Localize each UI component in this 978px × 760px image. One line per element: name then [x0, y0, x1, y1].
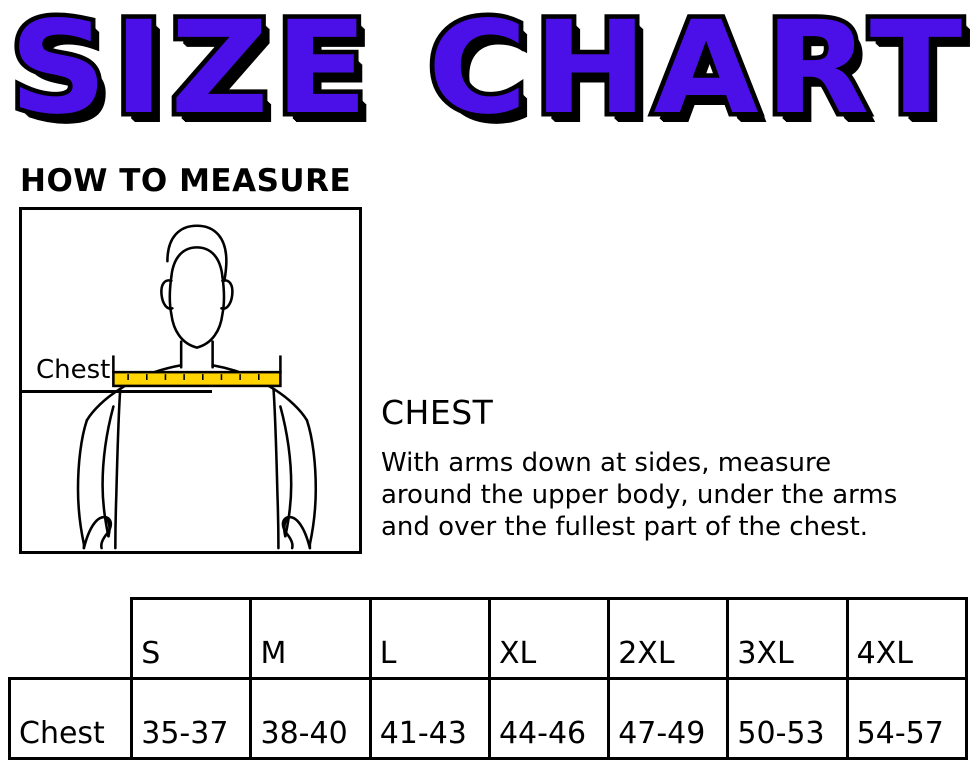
table-header-l: L: [368, 597, 491, 680]
table-corner-blank: [10, 599, 132, 679]
chest-description-line: and over the fullest part of the chest.: [381, 512, 869, 542]
page-title: SIZE CHART: [5, 0, 969, 148]
table-header-s: S: [130, 597, 253, 680]
table-row-label-chest: Chest: [7, 677, 134, 760]
table-header-4xl: 4XL: [845, 597, 969, 680]
table-header-m: M: [249, 597, 372, 680]
table-cell-chest-m: 38-40: [249, 677, 372, 760]
chest-description-heading: CHEST: [381, 393, 494, 432]
measuring-tape-icon: [112, 370, 282, 388]
chest-description-line: around the upper body, under the arms: [381, 480, 898, 510]
page-title-banner: SIZE CHART: [0, 0, 978, 148]
table-cell-chest-l: 41-43: [368, 677, 491, 760]
chest-description-body: With arms down at sides, measure around …: [381, 447, 971, 543]
table-cell-chest-xl: 44-46: [487, 677, 611, 760]
chest-callout-label: Chest: [36, 355, 111, 385]
table-row-header: S M L XL 2XL 3XL 4XL: [10, 597, 969, 680]
table-header-3xl: 3XL: [726, 597, 849, 680]
table-header-2xl: 2XL: [607, 597, 730, 680]
size-table: S M L XL 2XL 3XL 4XL Chest 35-37 38-40 4…: [7, 597, 969, 760]
measurement-illustration-box: [19, 207, 362, 554]
table-row: Chest 35-37 38-40 41-43 44-46 47-49 50-5…: [7, 677, 969, 760]
chest-callout-leader-line: [22, 390, 212, 393]
chest-description-line: With arms down at sides, measure: [381, 448, 832, 478]
how-to-measure-heading: HOW TO MEASURE: [20, 163, 352, 199]
table-cell-chest-3xl: 50-53: [726, 677, 849, 760]
table-cell-chest-4xl: 54-57: [845, 677, 969, 760]
table-header-xl: XL: [487, 597, 611, 680]
chest-description-block: CHEST With arms down at sides, measure a…: [381, 393, 971, 543]
table-cell-chest-s: 35-37: [130, 677, 253, 760]
body-figure-icon: [76, 224, 318, 550]
table-cell-chest-2xl: 47-49: [607, 677, 730, 760]
